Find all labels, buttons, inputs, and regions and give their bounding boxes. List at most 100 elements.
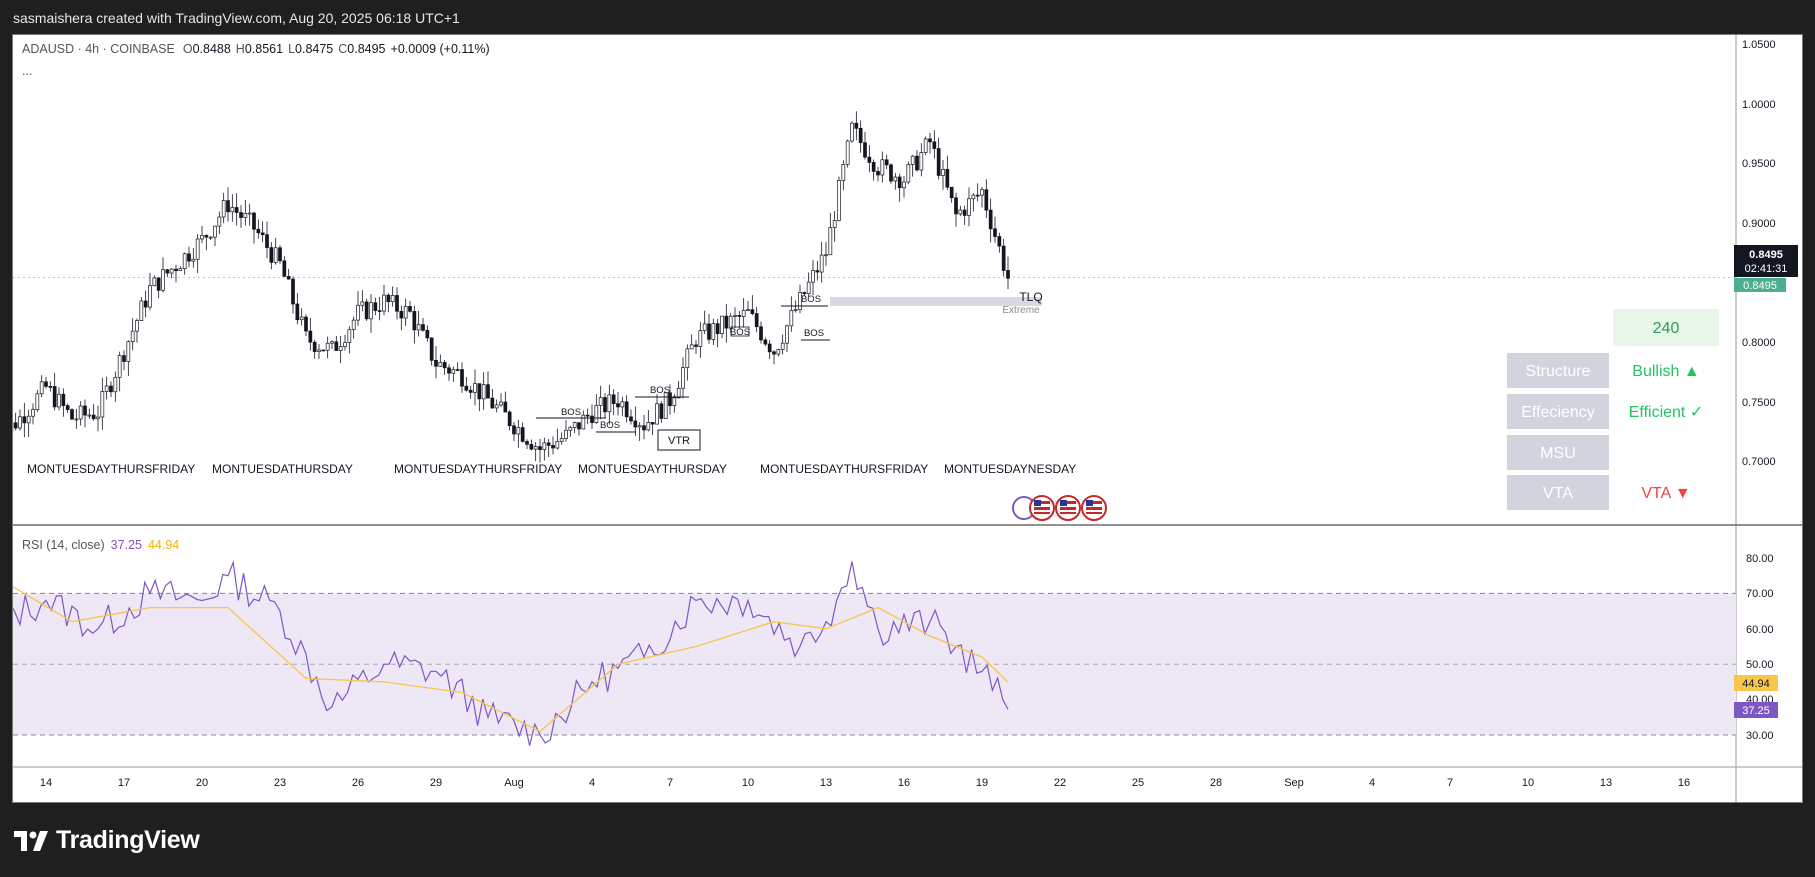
time-tick: Aug <box>504 777 524 789</box>
candle-body <box>156 277 161 291</box>
chart-canvas[interactable]: BOS BOS BOS BOS BOS BOS VTR Extreme TLQ … <box>13 35 1802 802</box>
candle-body <box>70 409 74 420</box>
candle-body <box>681 367 685 389</box>
candle-body <box>403 306 408 319</box>
candle-body <box>750 309 755 314</box>
bos-label-2: BOS <box>600 420 620 431</box>
structure-cell <box>1507 353 1609 388</box>
time-tick: Sep <box>1284 777 1304 789</box>
candle-body <box>442 362 447 369</box>
rsi-axis[interactable]: 80.00 70.00 60.00 50.00 40.00 30.00 44.9… <box>1734 553 1778 742</box>
candle-body <box>798 292 802 311</box>
vta-label: VTA <box>1543 485 1573 502</box>
candle-body <box>395 295 399 312</box>
candle-body <box>637 425 642 428</box>
candle-body <box>772 351 776 355</box>
legend-more-button[interactable]: ... <box>22 64 32 78</box>
candle-body <box>325 342 330 351</box>
candle-body <box>611 394 616 404</box>
rsi-ma-tag <box>1734 675 1778 691</box>
efficiency-label: Effeciency <box>1521 404 1595 421</box>
time-tick: 17 <box>118 777 130 789</box>
efficiency-cell <box>1507 394 1609 429</box>
candle-body <box>87 414 92 417</box>
candle-body <box>975 194 980 197</box>
candle-body <box>538 446 542 450</box>
candle-body <box>182 253 187 270</box>
candle-body <box>503 401 508 413</box>
candle-body <box>889 164 893 182</box>
candle-body <box>993 228 997 237</box>
candle-body <box>659 403 664 419</box>
chart-frame[interactable]: BOS BOS BOS BOS BOS BOS VTR Extreme TLQ … <box>12 34 1803 803</box>
price-tick: 0.7500 <box>1742 397 1776 409</box>
smc-status-panel: 240 Structure Bullish ▲ Effeciency Effic… <box>1507 309 1719 510</box>
efficiency-value: Efficient ✓ <box>1629 404 1703 421</box>
candle-body <box>902 181 906 189</box>
vtr-label: VTR <box>668 435 690 447</box>
candle-body <box>317 349 321 352</box>
candle-body <box>1001 245 1006 271</box>
candle-body <box>867 156 872 163</box>
time-tick: 23 <box>274 777 286 789</box>
candle-body <box>845 140 850 165</box>
candle-body <box>369 302 373 320</box>
candle-body <box>44 381 48 387</box>
price-tick: 1.0500 <box>1742 39 1776 51</box>
candlestick-series <box>13 111 1010 463</box>
candle-body <box>31 409 35 417</box>
candle-body <box>824 254 828 257</box>
candle-body <box>551 445 555 449</box>
legend-low: 0.8475 <box>295 42 333 56</box>
candle-body <box>460 369 464 387</box>
candle-body <box>455 369 460 371</box>
rsi-legend-line: RSI (14, close) 37.25 44.94 <box>22 538 179 552</box>
tradingview-logo[interactable]: TradingView <box>14 826 200 855</box>
candle-body <box>256 228 261 234</box>
candle-body <box>304 316 308 332</box>
candle-body <box>360 301 365 306</box>
candle-body <box>18 416 22 429</box>
candle-body <box>967 198 971 216</box>
candle-body <box>130 330 135 343</box>
time-tick: 22 <box>1054 777 1066 789</box>
time-axis[interactable]: 14 17 20 23 26 29 Aug 4 7 10 13 16 19 22 25 28 Sep 4 7 10 13… <box>40 777 1690 789</box>
candle-body <box>741 309 746 317</box>
candle-body <box>464 385 469 391</box>
extreme-zone <box>830 297 1042 306</box>
day-labels-4: MONTUESDAYTHURSDAY <box>578 462 727 476</box>
candle-body <box>858 127 863 144</box>
candle-body <box>555 441 560 449</box>
candle-body <box>382 294 386 312</box>
price-axis[interactable]: 1.0500 1.0000 0.9500 0.9000 0.8000 0.750… <box>1734 39 1798 468</box>
candle-body <box>594 405 599 423</box>
candle-body <box>312 341 317 352</box>
rsi-ma-line <box>13 586 1009 733</box>
candle-body <box>122 355 126 362</box>
economic-event-flags[interactable] <box>1012 495 1107 521</box>
candle-body <box>923 138 928 153</box>
time-tick: 29 <box>430 777 442 789</box>
footer <box>0 801 1815 877</box>
last-price-value: 0.8495 <box>1749 249 1783 261</box>
candle-body <box>737 315 742 317</box>
candle-body <box>906 164 911 183</box>
candle-body <box>265 234 269 248</box>
candle-body <box>74 418 79 421</box>
candle-body <box>35 393 40 410</box>
day-labels-2: MONTUESDATHURSDAY <box>212 462 353 476</box>
rsi-tick: 50.00 <box>1746 659 1774 671</box>
rsi-tag <box>1734 702 1778 718</box>
candle-body <box>174 268 178 272</box>
candle-body <box>811 270 815 283</box>
candle-body <box>447 367 451 374</box>
candle-body <box>620 401 625 408</box>
candle-body <box>109 385 113 393</box>
rsi-tick: 60.00 <box>1746 624 1774 636</box>
candle-body <box>221 200 226 218</box>
ohlc-legend: ADAUSD · 4h · COINBASE O0.8488 H0.8561 L0.8… <box>22 42 490 78</box>
candle-body <box>113 376 118 393</box>
tradingview-brand: TradingView <box>56 826 200 854</box>
candle-body <box>915 155 919 171</box>
bos-label-5: BOS <box>801 294 821 305</box>
